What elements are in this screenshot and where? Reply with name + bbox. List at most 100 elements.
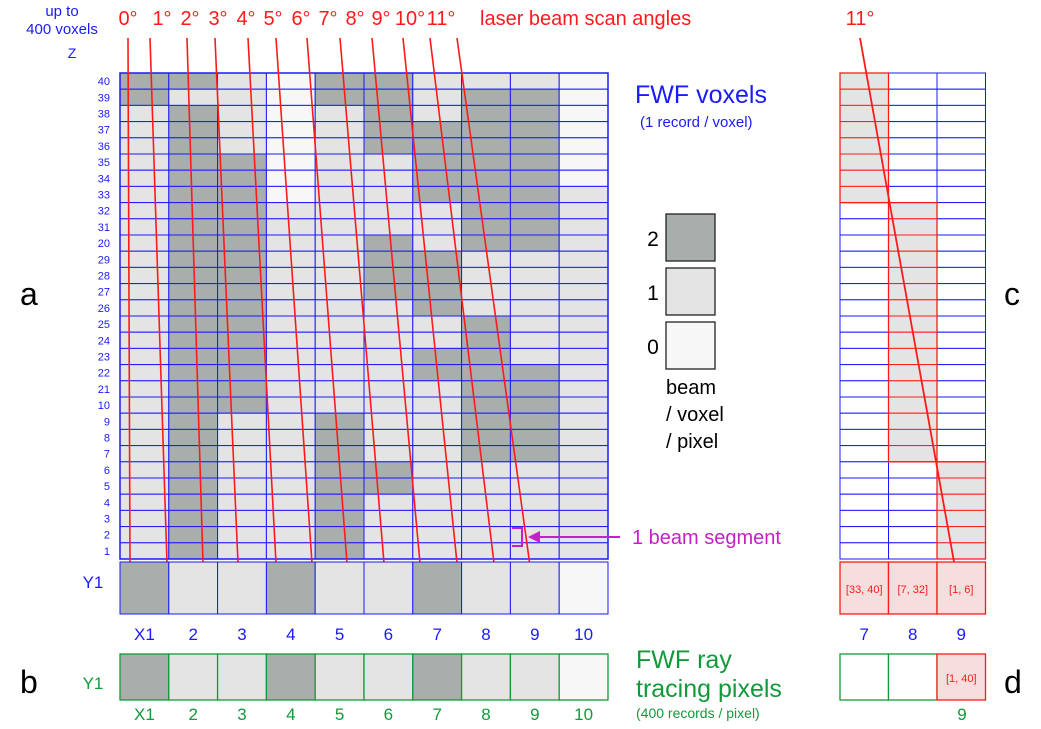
voxel-cell <box>314 185 365 204</box>
ray-pixel <box>265 653 316 701</box>
voxel-cell <box>119 202 170 220</box>
voxel-cell <box>168 412 219 430</box>
x-label: 6 <box>384 625 393 644</box>
detail-c-voxel <box>888 283 938 301</box>
voxel-cell <box>314 299 365 317</box>
voxel-cell <box>217 445 267 463</box>
voxel-cell <box>217 477 267 495</box>
voxel-cell <box>168 347 219 366</box>
voxel-cell <box>119 299 170 317</box>
voxel-cell <box>461 88 511 106</box>
voxel-cell <box>412 445 463 463</box>
detail-c-voxel <box>839 380 889 398</box>
voxel-cell <box>412 299 463 317</box>
voxel-cell <box>558 266 609 285</box>
voxel-cell <box>314 250 365 268</box>
fwf-voxels-subtitle: (1 record / voxel) <box>640 114 753 131</box>
y1-pixel <box>168 561 219 615</box>
voxel-cell <box>461 250 511 268</box>
voxel-cell <box>363 493 414 511</box>
detail-c-voxel <box>936 299 986 317</box>
detail-c-grid: [33, 40] [7, 32] [1, 6] <box>839 37 987 615</box>
voxel-cell <box>168 331 219 349</box>
detail-c-column-label: 8 <box>908 625 917 644</box>
voxel-cell <box>265 202 316 220</box>
ray-x-label: 5 <box>335 705 344 724</box>
detail-c-voxel <box>888 461 938 479</box>
detail-c-voxel <box>839 72 889 90</box>
voxel-cell <box>217 299 267 317</box>
detail-c-voxel <box>936 380 986 398</box>
voxel-cell <box>168 299 219 317</box>
voxel-cell <box>412 412 463 430</box>
voxel-cell <box>461 169 511 187</box>
voxel-cell <box>119 121 170 139</box>
voxel-cell <box>509 315 560 333</box>
voxel-grid <box>119 72 609 560</box>
z-tick-label: 29 <box>98 254 110 266</box>
voxel-cell <box>217 153 267 171</box>
detail-c-voxel <box>936 526 986 544</box>
voxel-cell <box>265 153 316 171</box>
voxel-cell <box>558 380 609 398</box>
x-label: 3 <box>237 625 246 644</box>
z-tick-label: 22 <box>98 368 110 380</box>
ray-x-label: X1 <box>134 705 155 724</box>
voxel-cell <box>314 137 365 155</box>
z-tick-label: 27 <box>98 287 110 299</box>
voxel-cell <box>217 104 267 123</box>
voxel-cell <box>461 445 511 463</box>
voxel-cell <box>461 428 511 447</box>
voxel-cell <box>558 364 609 382</box>
voxel-cell <box>461 202 511 220</box>
voxel-cell <box>314 331 365 349</box>
voxel-cell <box>168 461 219 479</box>
detail-c-voxel <box>839 428 889 447</box>
voxel-cell <box>363 153 414 171</box>
voxel-cell <box>509 88 560 106</box>
voxel-cell <box>168 169 219 187</box>
voxel-cell <box>509 121 560 139</box>
voxel-cell <box>558 218 609 236</box>
detail-c-voxel <box>936 331 986 349</box>
voxel-cell <box>217 364 267 382</box>
ray-x-label: 7 <box>432 705 441 724</box>
detail-c-voxel <box>936 283 986 301</box>
voxel-cell <box>558 347 609 366</box>
voxel-cell <box>168 121 219 139</box>
x-label: 10 <box>574 625 593 644</box>
detail-c-voxel <box>936 218 986 236</box>
voxel-cell <box>217 121 267 139</box>
z-tick-label: 35 <box>98 157 110 169</box>
voxel-cell <box>363 509 414 528</box>
voxel-cell <box>314 477 365 495</box>
beam-line <box>339 37 385 564</box>
voxel-cell <box>119 72 170 90</box>
z-tick-label: 4 <box>104 497 110 509</box>
voxel-cell <box>168 509 219 528</box>
legend-caption-line: / pixel <box>666 431 718 453</box>
voxel-cell <box>558 169 609 187</box>
legend-value: 1 <box>647 282 659 305</box>
voxel-cell <box>314 153 365 171</box>
voxel-cell <box>265 266 316 285</box>
scan-angle-label: 1° <box>152 8 171 30</box>
ray-pixel <box>558 653 609 701</box>
voxel-cell <box>168 542 219 560</box>
voxel-cell <box>119 461 170 479</box>
z-tick-label: 3 <box>104 514 110 526</box>
z-tick-label: 20 <box>98 238 110 250</box>
voxel-cell <box>363 185 414 204</box>
voxel-cell <box>314 169 365 187</box>
voxel-cell <box>461 396 511 414</box>
voxel-cell <box>119 445 170 463</box>
voxel-cell <box>461 509 511 528</box>
voxel-cell <box>558 104 609 123</box>
voxel-cell <box>217 396 267 414</box>
z-tick-label: 33 <box>98 190 110 202</box>
detail-c-segment-col8 <box>887 201 938 463</box>
voxel-grid-border <box>119 72 609 560</box>
ray-x-label: 2 <box>188 705 197 724</box>
shade-legend: 2 1 0 <box>647 213 716 370</box>
